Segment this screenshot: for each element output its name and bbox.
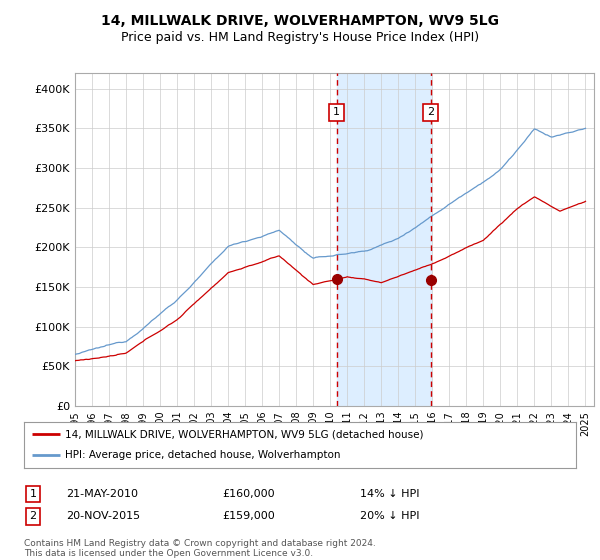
Text: HPI: Average price, detached house, Wolverhampton: HPI: Average price, detached house, Wolv… — [65, 450, 341, 460]
Text: 20-NOV-2015: 20-NOV-2015 — [66, 511, 140, 521]
Text: 2: 2 — [427, 108, 434, 118]
Text: £159,000: £159,000 — [222, 511, 275, 521]
Text: 21-MAY-2010: 21-MAY-2010 — [66, 489, 138, 499]
Text: Price paid vs. HM Land Registry's House Price Index (HPI): Price paid vs. HM Land Registry's House … — [121, 31, 479, 44]
Text: 14% ↓ HPI: 14% ↓ HPI — [360, 489, 419, 499]
Text: 14, MILLWALK DRIVE, WOLVERHAMPTON, WV9 5LG: 14, MILLWALK DRIVE, WOLVERHAMPTON, WV9 5… — [101, 14, 499, 28]
Text: £160,000: £160,000 — [222, 489, 275, 499]
Bar — [337, 73, 431, 406]
Text: 20% ↓ HPI: 20% ↓ HPI — [360, 511, 419, 521]
Text: 2: 2 — [29, 511, 37, 521]
Text: 1: 1 — [29, 489, 37, 499]
Text: 14, MILLWALK DRIVE, WOLVERHAMPTON, WV9 5LG (detached house): 14, MILLWALK DRIVE, WOLVERHAMPTON, WV9 5… — [65, 429, 424, 439]
Text: 1: 1 — [333, 108, 340, 118]
Text: Contains HM Land Registry data © Crown copyright and database right 2024.
This d: Contains HM Land Registry data © Crown c… — [24, 539, 376, 558]
